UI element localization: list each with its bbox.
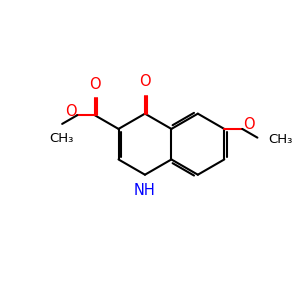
Text: O: O: [89, 77, 100, 92]
Text: O: O: [139, 74, 151, 89]
Text: O: O: [243, 117, 254, 132]
Text: NH: NH: [134, 183, 156, 198]
Text: O: O: [65, 103, 77, 118]
Text: CH₃: CH₃: [268, 133, 293, 146]
Text: CH₃: CH₃: [49, 132, 73, 145]
